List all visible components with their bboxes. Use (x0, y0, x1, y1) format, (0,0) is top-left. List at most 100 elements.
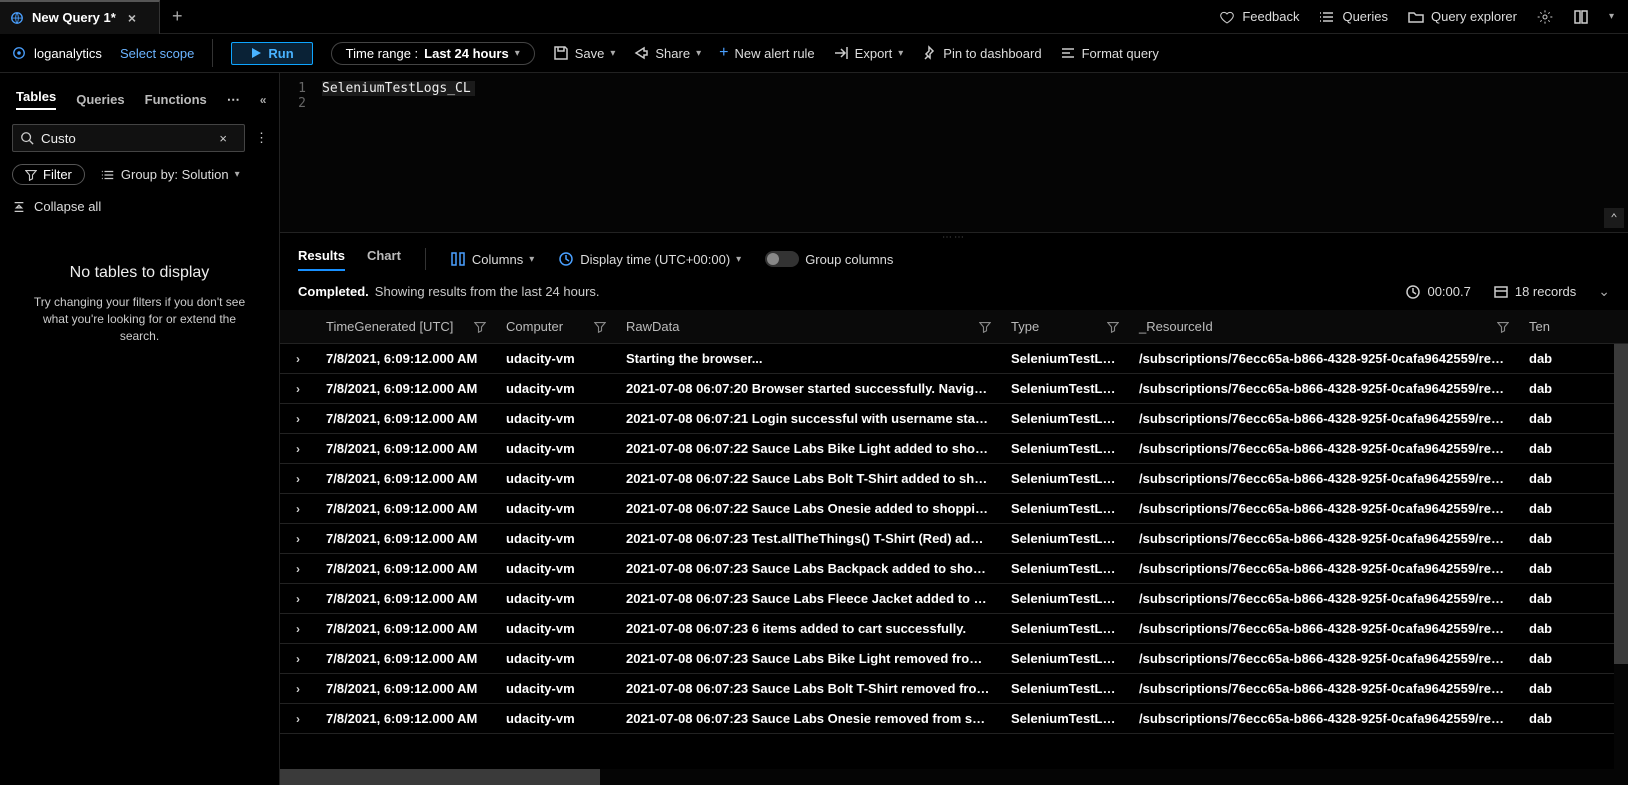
filter-icon[interactable] (594, 321, 606, 333)
expand-row-icon[interactable]: › (280, 592, 316, 606)
format-query-button[interactable]: Format query (1060, 45, 1159, 61)
pin-button[interactable]: Pin to dashboard (921, 45, 1041, 61)
cell-type: SeleniumTestLogs... (1001, 381, 1129, 396)
tab-tables[interactable]: Tables (16, 89, 56, 110)
cell-type: SeleniumTestLogs... (1001, 591, 1129, 606)
expand-row-icon[interactable]: › (280, 622, 316, 636)
cell-resourceid: /subscriptions/76ecc65a-b866-4328-925f-0… (1129, 351, 1519, 366)
expand-row-icon[interactable]: › (280, 502, 316, 516)
export-button[interactable]: Export ▾ (833, 45, 904, 61)
chevron-down-icon: ▾ (898, 48, 903, 59)
column-header[interactable]: Type (1001, 319, 1129, 334)
status-completed: Completed. (298, 284, 369, 299)
time-range-button[interactable]: Time range : Last 24 hours ▾ (331, 42, 535, 65)
expand-row-icon[interactable]: › (280, 712, 316, 726)
collapse-sidebar-icon[interactable]: « (260, 93, 267, 107)
column-header[interactable]: _ResourceId (1129, 319, 1519, 334)
expand-row-icon[interactable]: › (280, 682, 316, 696)
table-row[interactable]: ›7/8/2021, 6:09:12.000 AMudacity-vm2021-… (280, 434, 1628, 464)
column-header[interactable]: TimeGenerated [UTC] (316, 319, 496, 334)
cell-resourceid: /subscriptions/76ecc65a-b866-4328-925f-0… (1129, 471, 1519, 486)
clear-search-icon[interactable]: × (219, 131, 227, 146)
chevron-down-icon: ▾ (696, 48, 701, 59)
cell-tenant: dab (1519, 471, 1579, 486)
run-button[interactable]: Run (231, 42, 312, 65)
cell-computer: udacity-vm (496, 561, 616, 576)
gear-icon[interactable] (1537, 9, 1553, 25)
expand-row-icon[interactable]: › (280, 652, 316, 666)
feedback-button[interactable]: Feedback (1219, 9, 1299, 25)
tab-functions[interactable]: Functions (145, 92, 207, 107)
heart-icon (1219, 9, 1235, 25)
cell-time: 7/8/2021, 6:09:12.000 AM (316, 621, 496, 636)
expand-row-icon[interactable]: › (280, 472, 316, 486)
filter-icon[interactable] (979, 321, 991, 333)
columns-label: Columns (472, 252, 523, 267)
close-icon[interactable]: × (124, 10, 140, 26)
query-editor[interactable]: 1SeleniumTestLogs_CL2 ⌃ (280, 73, 1628, 233)
resize-handle[interactable] (280, 233, 1628, 241)
share-icon (633, 45, 649, 61)
no-tables-subtitle: Try changing your filters if you don't s… (12, 294, 267, 344)
expand-row-icon[interactable]: › (280, 382, 316, 396)
more-options-icon[interactable]: ⋮ (255, 130, 268, 146)
tab-chart[interactable]: Chart (367, 248, 401, 271)
tab-queries[interactable]: Queries (76, 92, 124, 107)
query-explorer-label: Query explorer (1431, 9, 1517, 24)
new-alert-button[interactable]: + New alert rule (719, 45, 815, 61)
table-row[interactable]: ›7/8/2021, 6:09:12.000 AMudacity-vm2021-… (280, 374, 1628, 404)
column-header[interactable]: RawData (616, 319, 1001, 334)
scroll-top-icon[interactable]: ⌃ (1604, 208, 1624, 228)
cell-time: 7/8/2021, 6:09:12.000 AM (316, 531, 496, 546)
table-row[interactable]: ›7/8/2021, 6:09:12.000 AMudacity-vmStart… (280, 344, 1628, 374)
expand-row-icon[interactable]: › (280, 412, 316, 426)
cell-type: SeleniumTestLogs... (1001, 561, 1129, 576)
select-scope-button[interactable]: Select scope (120, 46, 194, 61)
search-input[interactable] (12, 124, 245, 152)
collapse-all-button[interactable]: Collapse all (12, 199, 267, 214)
filter-icon[interactable] (474, 321, 486, 333)
group-columns-toggle[interactable]: Group columns (765, 251, 893, 267)
group-by-button[interactable]: Group by: Solution ▾ (101, 167, 240, 182)
book-icon[interactable] (1573, 9, 1589, 25)
cell-rawdata: 2021-07-08 06:07:22 Sauce Labs Bike Ligh… (616, 441, 1001, 456)
save-button[interactable]: Save ▾ (553, 45, 616, 61)
table-row[interactable]: ›7/8/2021, 6:09:12.000 AMudacity-vm2021-… (280, 674, 1628, 704)
display-time-button[interactable]: Display time (UTC+00:00) ▾ (558, 251, 741, 267)
filter-icon[interactable] (1107, 321, 1119, 333)
table-row[interactable]: ›7/8/2021, 6:09:12.000 AMudacity-vm2021-… (280, 524, 1628, 554)
chevron-down-icon[interactable]: ▾ (1609, 11, 1614, 22)
expand-row-icon[interactable]: › (280, 442, 316, 456)
horizontal-scrollbar[interactable] (280, 769, 1628, 785)
more-icon[interactable]: ⋯ (227, 92, 240, 108)
queries-button[interactable]: Queries (1319, 9, 1388, 25)
expand-row-icon[interactable]: › (280, 532, 316, 546)
records-display: 18 records (1493, 284, 1576, 300)
collapse-icon (12, 200, 26, 214)
share-button[interactable]: Share ▾ (633, 45, 701, 61)
table-row[interactable]: ›7/8/2021, 6:09:12.000 AMudacity-vm2021-… (280, 644, 1628, 674)
table-row[interactable]: ›7/8/2021, 6:09:12.000 AMudacity-vm2021-… (280, 554, 1628, 584)
columns-button[interactable]: Columns ▾ (450, 251, 534, 267)
query-tab[interactable]: New Query 1* × (0, 0, 160, 34)
table-row[interactable]: ›7/8/2021, 6:09:12.000 AMudacity-vm2021-… (280, 584, 1628, 614)
search-icon (20, 131, 34, 145)
expand-row-icon[interactable]: › (280, 562, 316, 576)
tab-results[interactable]: Results (298, 248, 345, 271)
new-tab-button[interactable]: + (160, 6, 195, 27)
table-row[interactable]: ›7/8/2021, 6:09:12.000 AMudacity-vm2021-… (280, 464, 1628, 494)
column-header[interactable]: Ten (1519, 319, 1579, 334)
toggle-switch[interactable] (765, 251, 799, 267)
table-row[interactable]: ›7/8/2021, 6:09:12.000 AMudacity-vm2021-… (280, 614, 1628, 644)
filter-button[interactable]: Filter (12, 164, 85, 185)
query-explorer-button[interactable]: Query explorer (1408, 9, 1517, 25)
table-row[interactable]: ›7/8/2021, 6:09:12.000 AMudacity-vm2021-… (280, 704, 1628, 734)
expand-row-icon[interactable]: › (280, 352, 316, 366)
column-header[interactable]: Computer (496, 319, 616, 334)
filter-icon[interactable] (1497, 321, 1509, 333)
chevron-down-icon: ▾ (736, 254, 741, 265)
vertical-scrollbar[interactable] (1614, 344, 1628, 769)
table-row[interactable]: ›7/8/2021, 6:09:12.000 AMudacity-vm2021-… (280, 404, 1628, 434)
expand-down-icon[interactable]: ⌄ (1598, 283, 1610, 300)
table-row[interactable]: ›7/8/2021, 6:09:12.000 AMudacity-vm2021-… (280, 494, 1628, 524)
